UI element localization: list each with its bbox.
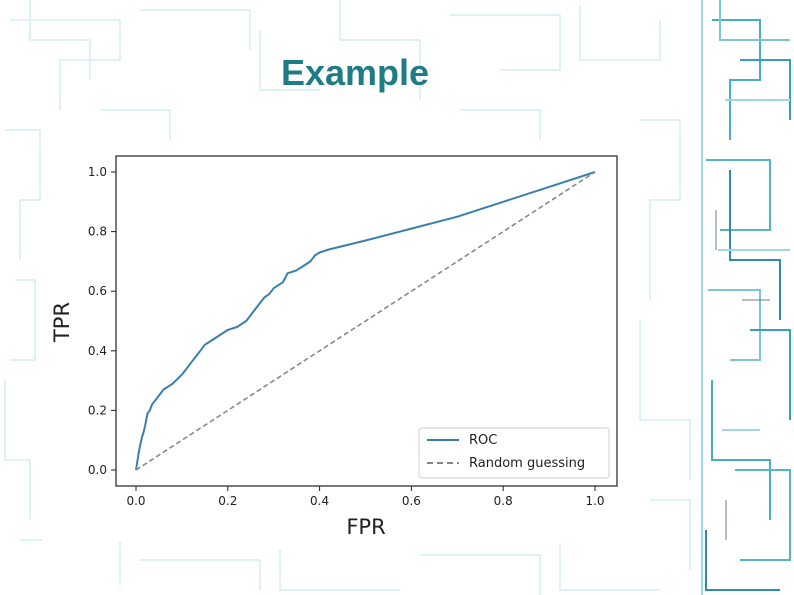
y-tick-label: 0.8 xyxy=(88,225,107,239)
y-tick-label: 0.2 xyxy=(88,403,107,417)
roc-curve xyxy=(135,171,596,471)
x-axis-label: FPR xyxy=(346,515,385,539)
random-guessing-line xyxy=(135,171,596,471)
legend-box xyxy=(418,427,610,479)
series-layer xyxy=(135,171,596,471)
legend-roc-label: ROC xyxy=(469,433,497,448)
tick-marks: 0.0 0.2 0.4 0.6 0.8 1.0 0.0 0.2 0.4 0.6 0.8 1.0 xyxy=(88,165,605,508)
x-tick-label: 0.0 xyxy=(126,494,145,508)
slide-title: Example xyxy=(280,52,430,93)
plot-axes xyxy=(115,155,618,487)
roc-chart: 0.0 0.2 0.4 0.6 0.8 1.0 0.0 0.2 0.4 0.6 0.8 1.0 FPR… xyxy=(50,155,618,539)
y-axis-label: TPR xyxy=(50,302,74,343)
y-tick-label: 0.6 xyxy=(88,284,107,298)
legend: ROC Random guessing xyxy=(418,427,610,479)
y-tick-label: 1.0 xyxy=(88,165,107,179)
legend-random-guessing-label: Random guessing xyxy=(469,456,585,471)
y-tick-label: 0.0 xyxy=(88,463,107,477)
roc-chart-panel: 0.0 0.2 0.4 0.6 0.8 1.0 0.0 0.2 0.4 0.6 0.8 1.0 FPR… xyxy=(42,150,622,542)
x-tick-label: 1.0 xyxy=(585,494,604,508)
x-tick-label: 0.8 xyxy=(494,494,513,508)
plot-frame xyxy=(115,155,618,487)
x-tick-label: 0.2 xyxy=(218,494,237,508)
x-tick-label: 0.4 xyxy=(310,494,329,508)
y-tick-label: 0.4 xyxy=(88,344,107,358)
x-tick-label: 0.6 xyxy=(402,494,421,508)
